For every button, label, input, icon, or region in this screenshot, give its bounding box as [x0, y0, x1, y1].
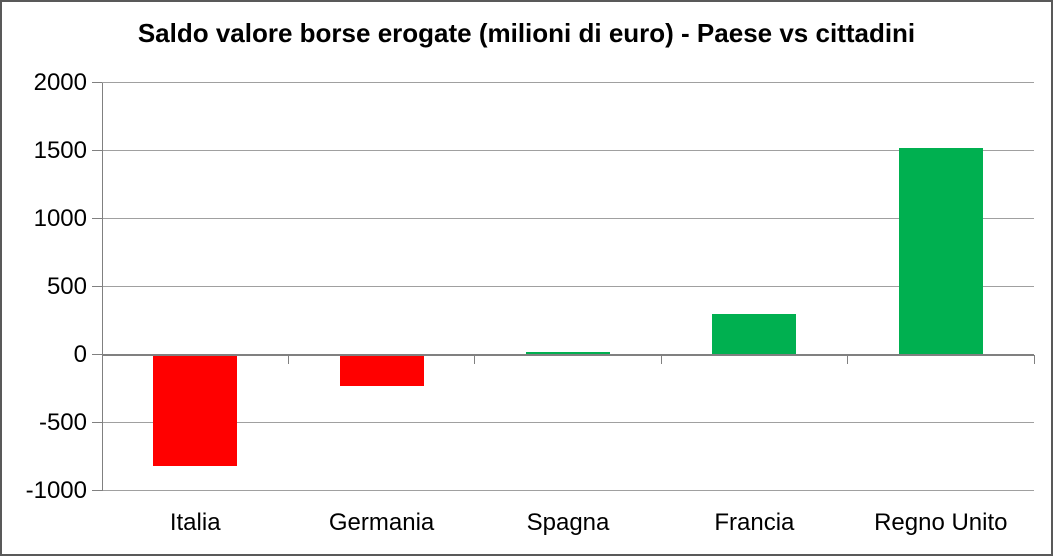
x-axis-category-label-italia: Italia	[169, 509, 221, 536]
x-axis-category-label-regno-unito: Regno Unito	[874, 509, 1008, 536]
y-axis-tick	[92, 422, 102, 423]
x-axis-tick	[101, 354, 103, 364]
bar-francia	[712, 313, 797, 355]
chart-title: Saldo valore borse erogate (milioni di e…	[137, 18, 916, 48]
x-axis-category-label-francia: Francia	[714, 509, 795, 536]
bar-regno-unito	[898, 148, 983, 355]
bar-germania	[339, 355, 424, 387]
x-axis-tick	[660, 354, 662, 364]
x-axis-category-label-spagna: Spagna	[526, 509, 610, 536]
x-axis-tick	[474, 354, 476, 364]
y-axis-tick	[92, 150, 102, 151]
gridline	[102, 82, 1034, 83]
y-axis-tick-label: 0	[73, 340, 87, 368]
y-axis-tick-label: 500	[46, 272, 87, 300]
y-axis-tick-label: 1500	[33, 136, 87, 164]
x-axis-category-label-germania: Germania	[328, 509, 435, 536]
y-axis-line	[101, 82, 103, 491]
gridline	[102, 422, 1034, 423]
gridline	[102, 150, 1034, 151]
gridline	[102, 286, 1034, 287]
gridline	[102, 490, 1034, 491]
y-axis-tick	[92, 286, 102, 287]
x-axis-tick	[287, 354, 289, 364]
y-axis-tick-label: -500	[38, 408, 87, 436]
y-axis-tick-label: 2000	[33, 68, 87, 96]
bar-spagna	[526, 352, 610, 355]
y-axis-tick	[92, 490, 102, 491]
x-axis-tick	[847, 354, 849, 364]
y-axis-tick	[92, 82, 102, 83]
gridline	[102, 218, 1034, 219]
y-axis-tick	[92, 218, 102, 219]
bar-italia	[153, 355, 238, 466]
y-axis-tick	[92, 354, 102, 355]
x-axis-tick	[1033, 354, 1035, 364]
y-axis-tick-label: 1000	[33, 204, 87, 232]
x-axis-zero-line	[102, 353, 1034, 356]
y-axis-tick-label: -1000	[25, 476, 87, 504]
